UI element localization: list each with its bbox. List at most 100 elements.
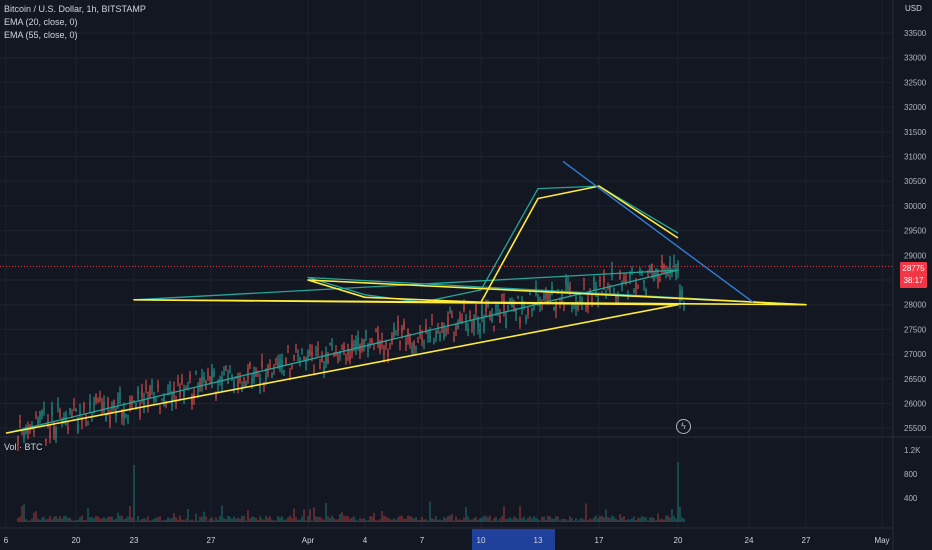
candle-body	[301, 349, 303, 351]
volume-bar	[441, 520, 443, 522]
candle-body	[35, 415, 37, 417]
candle-body	[553, 306, 555, 310]
volume-bar	[347, 516, 349, 522]
candle-body	[453, 336, 455, 341]
candle-body	[481, 310, 483, 315]
volume-bar	[129, 505, 131, 522]
candle-body	[145, 387, 147, 389]
symbol-legend[interactable]: Bitcoin / U.S. Dollar, 1h, BITSTAMP	[4, 4, 146, 14]
volume-legend[interactable]: Vol · BTC	[4, 442, 43, 452]
candle-body	[411, 348, 413, 353]
volume-bar	[643, 517, 645, 522]
candle-body	[635, 282, 637, 290]
candle-body	[681, 289, 683, 299]
volume-bar	[59, 516, 61, 522]
volume-bar	[427, 520, 429, 522]
candle-body	[629, 274, 631, 277]
candle-body	[473, 319, 475, 329]
time-tick-label: Apr	[302, 536, 315, 545]
volume-bar	[221, 505, 223, 522]
volume-bar	[439, 519, 441, 522]
volume-bar	[521, 518, 523, 522]
candle-body	[141, 390, 143, 398]
candle-body	[363, 340, 365, 345]
volume-bar	[207, 520, 209, 522]
volume-bar	[27, 520, 29, 522]
candle-body	[179, 390, 181, 396]
candle-body	[377, 332, 379, 345]
candle-body	[237, 380, 239, 387]
price-tick-label: 33500	[904, 29, 927, 38]
volume-bar	[451, 514, 453, 522]
price-tick-label: 29500	[904, 227, 927, 236]
volume-bar	[65, 515, 67, 522]
volume-bar	[25, 519, 27, 522]
volume-bar	[17, 517, 19, 522]
volume-bar	[57, 518, 59, 522]
candle-body	[567, 282, 569, 291]
volume-bar	[279, 517, 281, 522]
candle-body	[253, 374, 255, 379]
candle-body	[227, 377, 229, 384]
price-tick-label: 27000	[904, 350, 927, 359]
volume-bar	[147, 516, 149, 522]
candle-body	[265, 375, 267, 379]
candle-body	[585, 304, 587, 307]
ema20-legend[interactable]: EMA (20, close, 0)	[4, 17, 78, 27]
volume-bar	[413, 518, 415, 522]
volume-bar	[559, 520, 561, 522]
ema55-legend[interactable]: EMA (55, close, 0)	[4, 30, 78, 40]
volume-bar	[37, 518, 39, 522]
volume-bar	[61, 518, 63, 522]
volume-bar	[583, 519, 585, 522]
candle-body	[365, 330, 367, 334]
volume-bar	[87, 507, 89, 522]
candle-body	[63, 417, 65, 419]
volume-bar	[391, 519, 393, 522]
volume-bar	[359, 517, 361, 522]
volume-bar	[573, 520, 575, 522]
volume-bar	[307, 516, 309, 522]
volume-bar	[379, 519, 381, 522]
volume-bar	[543, 516, 545, 522]
volume-bar	[387, 517, 389, 522]
volume-bar	[209, 518, 211, 522]
volume-bar	[305, 520, 307, 522]
volume-bar	[383, 515, 385, 522]
candle-body	[399, 342, 401, 345]
candle-body	[661, 260, 663, 269]
volume-bar	[243, 515, 245, 522]
volume-bar	[601, 516, 603, 522]
candle-body	[591, 299, 593, 301]
volume-bar	[229, 516, 231, 522]
candle-body	[607, 287, 609, 290]
time-tick-label: 27	[802, 536, 811, 545]
volume-bar	[287, 517, 289, 522]
candle-body	[353, 344, 355, 347]
candle-body	[323, 366, 325, 372]
candle-body	[683, 306, 685, 310]
candle-body	[449, 308, 451, 312]
candle-body	[631, 270, 633, 272]
bar-countdown: 38:17	[903, 276, 924, 285]
candle-body	[403, 321, 405, 330]
candle-body	[241, 386, 243, 392]
candle-body	[503, 299, 505, 311]
volume-bar	[511, 519, 513, 522]
volume-bar	[251, 516, 253, 522]
candle-body	[73, 403, 75, 405]
volume-bar	[641, 516, 643, 522]
candle-body	[223, 373, 225, 375]
volume-bar	[421, 516, 423, 522]
candle-body	[551, 285, 553, 295]
volume-bar	[335, 519, 337, 522]
lightning-bolt-icon[interactable]: ϟ	[676, 419, 691, 434]
volume-bar	[351, 517, 353, 522]
candle-body	[669, 263, 671, 272]
axis-currency-label[interactable]: USD	[905, 4, 922, 13]
volume-bar	[79, 517, 81, 522]
candle-body	[277, 362, 279, 369]
volume-bar	[139, 520, 141, 522]
volume-bar	[389, 518, 391, 522]
